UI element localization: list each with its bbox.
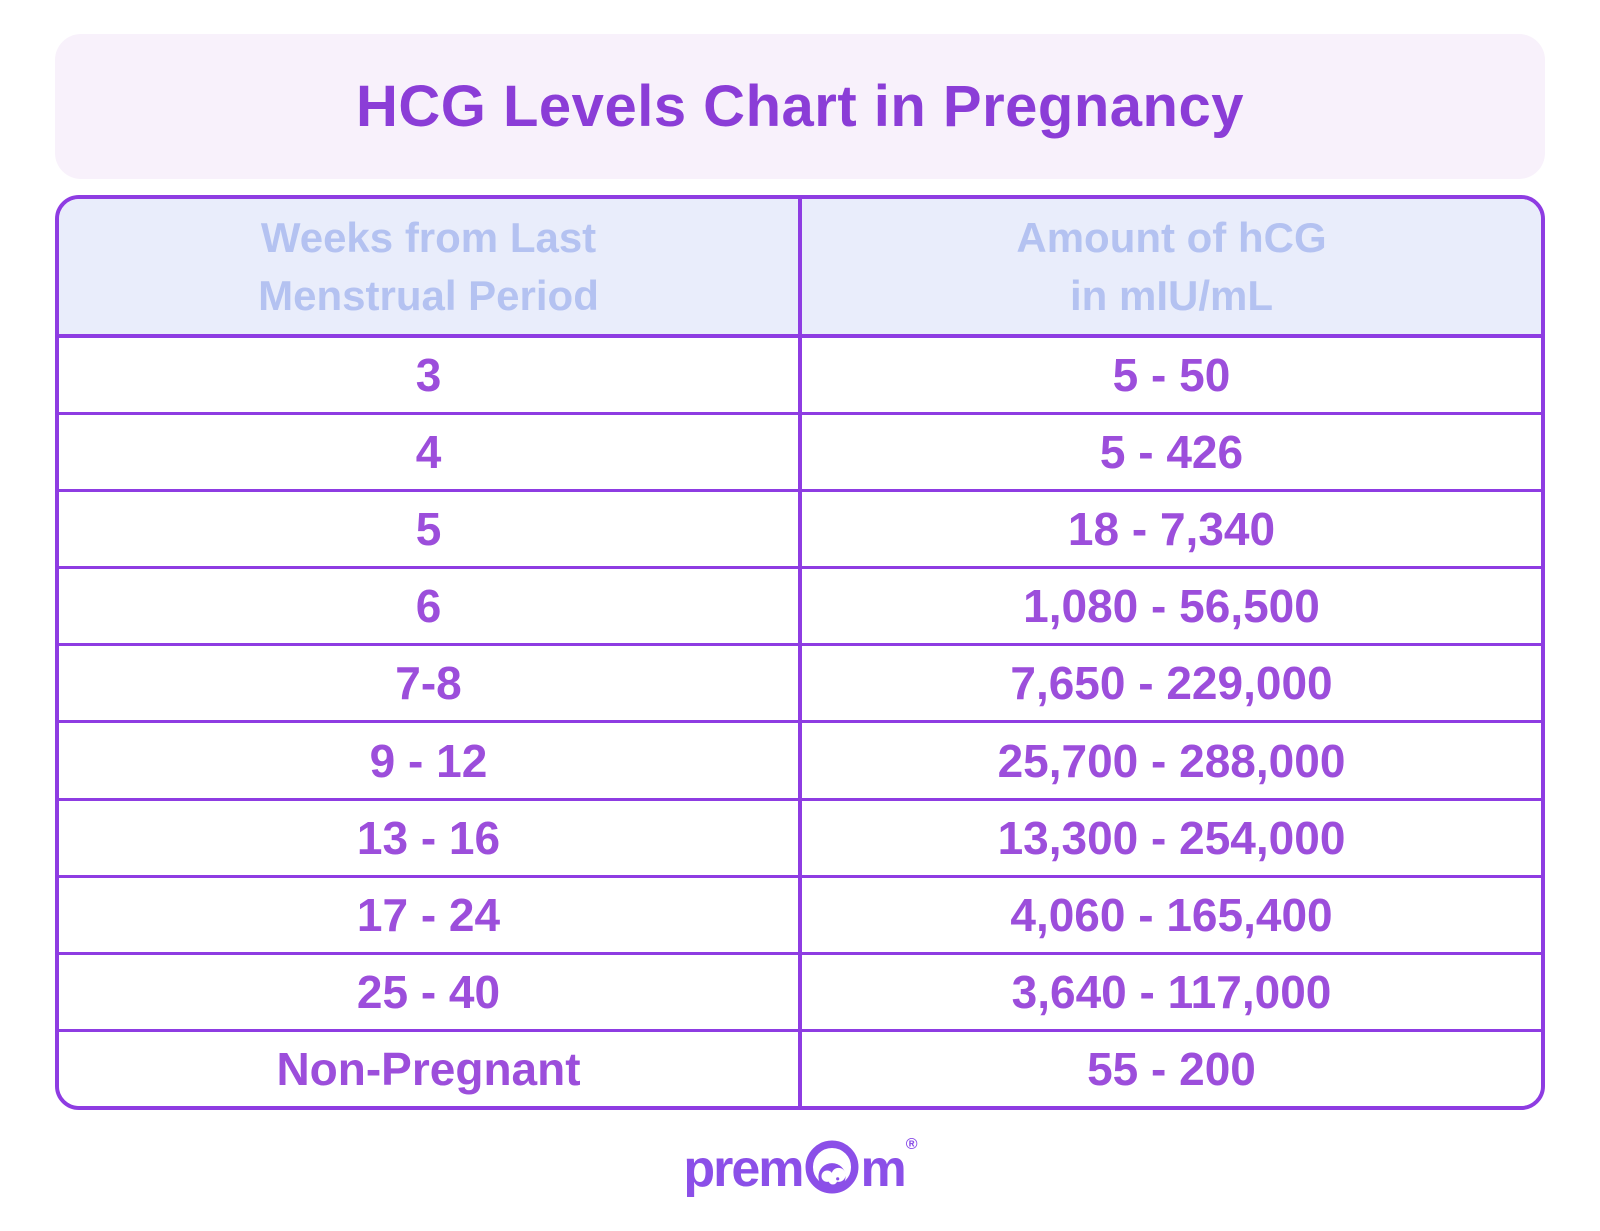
weeks-cell: Non-Pregnant	[59, 1031, 802, 1106]
hcg-cell: 13,300 - 254,000	[997, 811, 1346, 864]
column-header-hcg-line1: Amount of hCG	[1016, 213, 1327, 261]
table-row: Non-Pregnant 55 - 200	[59, 1028, 1541, 1106]
weeks-cell: 5	[59, 492, 802, 567]
table-header-row: Weeks from Last Menstrual Period Amount …	[59, 199, 1541, 338]
weeks-cell: 4	[59, 415, 802, 490]
weeks-cell: 17 - 24	[59, 877, 802, 952]
hcg-cell: 55 - 200	[1087, 1042, 1256, 1095]
column-header-hcg: Amount of hCG in mIU/mL	[802, 199, 1541, 334]
hcg-cell: 7,650 - 229,000	[1010, 657, 1333, 710]
premom-logo: prem m ®	[683, 1136, 918, 1200]
weeks-cell: 25 - 40	[59, 954, 802, 1029]
column-header-weeks: Weeks from Last Menstrual Period	[59, 199, 802, 334]
weeks-cell: 9 - 12	[59, 723, 802, 798]
hcg-cell: 4,060 - 165,400	[1010, 888, 1333, 941]
premom-logo-text-post: m	[860, 1139, 907, 1198]
table-row: 4 5 - 426	[59, 412, 1541, 490]
hcg-cell: 5 - 50	[1112, 349, 1231, 402]
hcg-cell: 18 - 7,340	[1067, 503, 1276, 556]
weeks-cell: 3	[59, 338, 802, 413]
table-row: 17 - 24 4,060 - 165,400	[59, 874, 1541, 952]
table-row: 7-8 7,650 - 229,000	[59, 643, 1541, 721]
footer: prem m ®	[0, 1136, 1600, 1200]
fetus-in-circle-icon	[804, 1139, 860, 1200]
hcg-cell: 5 - 426	[1099, 426, 1244, 479]
premom-logo-text-pre: prem	[683, 1139, 804, 1198]
column-header-weeks-line2: Menstrual Period	[258, 271, 599, 319]
weeks-cell: 6	[59, 569, 802, 644]
weeks-cell: 13 - 16	[59, 800, 802, 875]
column-header-weeks-line1: Weeks from Last	[260, 213, 597, 261]
table-row: 25 - 40 3,640 - 117,000	[59, 951, 1541, 1029]
hcg-cell: 3,640 - 117,000	[1011, 965, 1332, 1018]
table-row: 3 5 - 50	[59, 338, 1541, 413]
title-banner: HCG Levels Chart in Pregnancy	[55, 34, 1545, 179]
column-header-hcg-line2: in mIU/mL	[1069, 271, 1273, 319]
table-row: 6 1,080 - 56,500	[59, 566, 1541, 644]
table-row: 9 - 12 25,700 - 288,000	[59, 720, 1541, 798]
weeks-cell: 7-8	[59, 646, 802, 721]
hcg-cell: 25,700 - 288,000	[997, 734, 1346, 787]
page-title: HCG Levels Chart in Pregnancy	[356, 74, 1244, 139]
table-row: 5 18 - 7,340	[59, 489, 1541, 567]
table-row: 13 - 16 13,300 - 254,000	[59, 797, 1541, 875]
registered-trademark-icon: ®	[905, 1136, 918, 1153]
hcg-cell: 1,080 - 56,500	[1023, 580, 1320, 633]
hcg-levels-table: Weeks from Last Menstrual Period Amount …	[55, 195, 1545, 1110]
